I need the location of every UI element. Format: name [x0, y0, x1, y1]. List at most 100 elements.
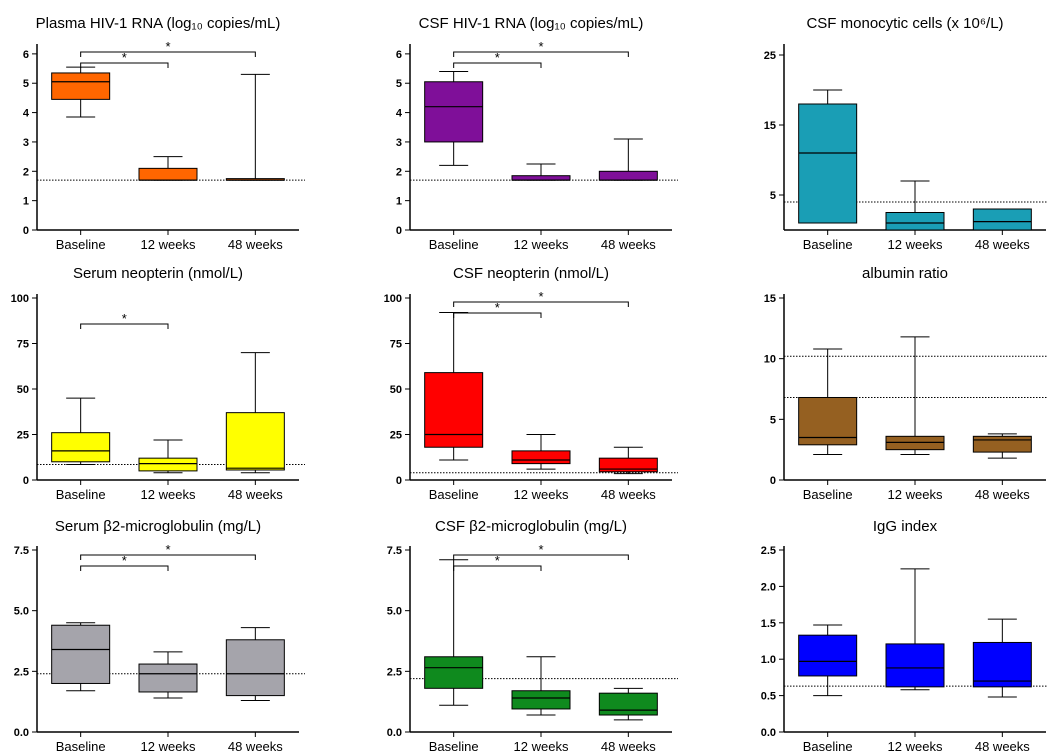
box-1	[139, 157, 197, 180]
iqr-box	[226, 640, 284, 696]
y-tick-label: 7.5	[14, 545, 29, 557]
y-tick-label: 4	[396, 108, 403, 120]
x-tick-label: Baseline	[56, 739, 106, 754]
box-1	[512, 657, 570, 715]
chart-title: Serum neopterin (nmol/L)	[73, 265, 243, 282]
iqr-box	[226, 413, 284, 470]
y-tick-label: 2.5	[761, 545, 776, 557]
y-tick-label: 2	[396, 166, 402, 178]
iqr-box	[52, 625, 110, 683]
box-2	[973, 209, 1031, 230]
y-tick-label: 0	[23, 225, 29, 237]
x-tick-label: 12 weeks	[888, 487, 943, 502]
box-2	[599, 688, 657, 720]
box-0	[52, 398, 110, 464]
x-tick-label: 12 weeks	[888, 237, 943, 252]
box-1	[512, 435, 570, 470]
significance-bracket: *	[81, 311, 168, 329]
significance-bracket: *	[81, 553, 168, 571]
iqr-box	[886, 436, 944, 449]
y-tick-label: 1	[396, 196, 402, 208]
x-tick-label: 48 weeks	[601, 739, 656, 754]
significance-star: *	[165, 39, 170, 54]
box-2	[973, 434, 1031, 458]
chart-title: Serum β2-microglobulin (mg/L)	[55, 518, 261, 535]
significance-bracket: *	[454, 300, 541, 318]
y-tick-label: 2.5	[14, 666, 29, 678]
significance-bracket: *	[81, 50, 168, 68]
significance-bracket: *	[454, 39, 629, 57]
iqr-box	[973, 436, 1031, 452]
significance-star: *	[165, 542, 170, 557]
iqr-box	[139, 458, 197, 471]
box-0	[799, 625, 857, 696]
significance-bracket: *	[454, 542, 629, 560]
box-2	[973, 619, 1031, 697]
iqr-box	[599, 458, 657, 472]
y-tick-label: 7.5	[387, 545, 402, 557]
x-tick-label: 12 weeks	[141, 487, 196, 502]
y-tick-label: 1	[23, 196, 29, 208]
y-tick-label: 5	[23, 78, 29, 90]
y-tick-label: 25	[764, 50, 776, 62]
iqr-box	[139, 168, 197, 180]
y-tick-label: 0.0	[387, 727, 402, 739]
significance-bracket: *	[81, 542, 256, 560]
significance-bracket: *	[454, 553, 541, 571]
x-tick-label: 12 weeks	[514, 487, 569, 502]
y-tick-label: 75	[17, 339, 29, 351]
chart-title: CSF neopterin (nmol/L)	[453, 265, 609, 282]
iqr-box	[973, 209, 1031, 230]
iqr-box	[886, 644, 944, 687]
significance-bracket: *	[454, 289, 629, 307]
y-tick-label: 3	[396, 137, 402, 149]
x-tick-label: 48 weeks	[228, 739, 283, 754]
y-tick-label: 15	[764, 293, 776, 305]
chart-title: CSF β2-microglobulin (mg/L)	[435, 518, 627, 535]
box-1	[512, 164, 570, 180]
y-tick-label: 6	[396, 49, 402, 61]
y-tick-label: 25	[390, 430, 402, 442]
y-tick-label: 2	[23, 166, 29, 178]
iqr-box	[512, 451, 570, 464]
y-tick-label: 25	[17, 430, 29, 442]
box-1	[139, 652, 197, 698]
y-tick-label: 15	[764, 120, 776, 132]
box-2	[599, 139, 657, 180]
box-2	[599, 447, 657, 473]
y-tick-label: 0	[770, 475, 776, 487]
box-2	[226, 353, 284, 473]
x-tick-label: 48 weeks	[601, 237, 656, 252]
significance-bracket: *	[81, 39, 256, 57]
x-tick-label: 48 weeks	[601, 487, 656, 502]
box-1	[886, 181, 944, 230]
x-tick-label: 48 weeks	[975, 487, 1030, 502]
y-tick-label: 5	[770, 190, 776, 202]
chart-panel: CSF HIV-1 RNA (log₁₀ copies/mL) 0 1 2 3 4 5 6 Ba…	[396, 15, 678, 252]
y-tick-label: 0	[396, 225, 402, 237]
chart-panel: CSF neopterin (nmol/L) 0 25 50 75 100 Baseline…	[384, 265, 678, 502]
chart-panel: Plasma HIV-1 RNA (log₁₀ copies/mL) 0 1 2 3 4 5…	[23, 15, 305, 252]
iqr-box	[139, 664, 197, 692]
chart-title: albumin ratio	[862, 265, 948, 282]
y-tick-label: 5.0	[14, 606, 29, 618]
x-tick-label: Baseline	[803, 237, 853, 252]
chart-panel: albumin ratio051015Baseline 12 weeks 48 we…	[764, 265, 1047, 502]
chart-panel: CSF monocytic cells (x 10⁶/L) 5 15 25 Baseli…	[764, 15, 1047, 252]
y-tick-label: 100	[384, 293, 402, 305]
y-tick-label: 50	[17, 384, 29, 396]
x-tick-label: Baseline	[803, 739, 853, 754]
x-tick-label: Baseline	[429, 487, 479, 502]
chart-title: CSF monocytic cells (x 10⁶/L)	[806, 15, 1003, 32]
box-0	[799, 349, 857, 455]
iqr-box	[52, 433, 110, 462]
chart-panel: CSF β2-microglobulin (mg/L)0.02.55.07.5B…	[387, 518, 678, 754]
y-tick-label: 75	[390, 339, 402, 351]
significance-star: *	[122, 311, 127, 326]
iqr-box	[512, 691, 570, 709]
chart-title: CSF HIV-1 RNA (log₁₀ copies/mL)	[419, 15, 644, 32]
x-tick-label: 12 weeks	[888, 739, 943, 754]
iqr-box	[799, 635, 857, 676]
y-tick-label: 1.0	[761, 654, 776, 666]
